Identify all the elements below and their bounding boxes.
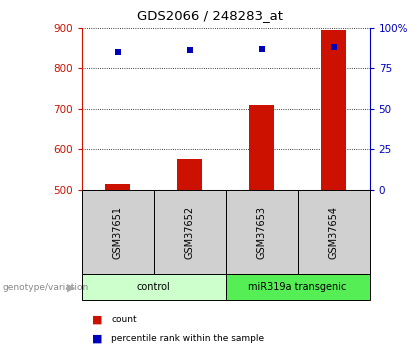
Text: count: count [111, 315, 137, 324]
Bar [177, 159, 202, 190]
Text: ■: ■ [92, 333, 103, 343]
Text: GSM37652: GSM37652 [185, 206, 195, 258]
Text: ■: ■ [92, 314, 103, 324]
Text: miR319a transgenic: miR319a transgenic [249, 282, 347, 292]
Text: GSM37654: GSM37654 [328, 206, 339, 258]
Text: GSM37653: GSM37653 [257, 206, 267, 258]
Bar [321, 30, 346, 190]
Text: control: control [137, 282, 171, 292]
Text: percentile rank within the sample: percentile rank within the sample [111, 334, 265, 343]
Text: GDS2066 / 248283_at: GDS2066 / 248283_at [137, 9, 283, 22]
Bar [105, 184, 131, 190]
Bar [249, 105, 274, 190]
Point [258, 46, 265, 51]
Point [115, 49, 121, 55]
Point [330, 44, 337, 50]
Text: ▶: ▶ [67, 282, 76, 292]
Text: genotype/variation: genotype/variation [2, 283, 88, 292]
Point [186, 48, 193, 53]
Text: GSM37651: GSM37651 [113, 206, 123, 258]
